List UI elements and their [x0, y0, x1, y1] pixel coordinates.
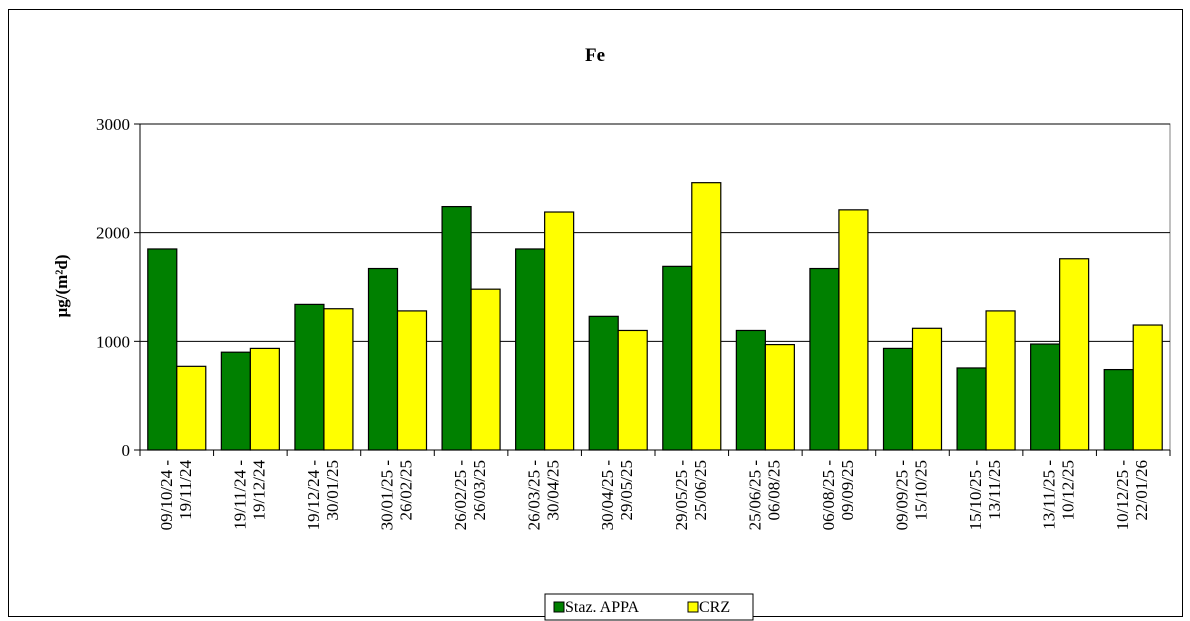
- bar-crz: [838, 209, 869, 451]
- y-tick-label: 2000: [96, 224, 130, 243]
- x-tick-label: 25/06/25 -06/08/25: [745, 460, 783, 531]
- bar-crz: [1132, 324, 1163, 451]
- x-tick-label-line: 06/08/25 -: [819, 460, 838, 531]
- bar-crz: [323, 308, 354, 451]
- x-tick-label: 13/11/25 -10/12/25: [1040, 460, 1078, 530]
- bar-staz-appa: [294, 303, 325, 451]
- x-tick-label-line: 29/05/25: [617, 460, 636, 520]
- bar-staz-appa: [1030, 343, 1061, 451]
- x-tick-label: 29/05/25 -25/06/25: [672, 460, 710, 531]
- x-tick-label-line: 26/03/25 -: [525, 460, 544, 531]
- x-tick-label: 09/10/24 -19/11/24: [157, 460, 195, 531]
- x-tick-label-line: 15/10/25: [912, 460, 931, 520]
- x-tick-label: 10/12/25 -22/01/26: [1113, 460, 1151, 531]
- x-tick-label-line: 26/02/25 -: [451, 460, 470, 531]
- bar-crz: [911, 327, 943, 451]
- bar-crz: [617, 329, 648, 451]
- legend: Staz. APPA CRZ: [544, 593, 754, 621]
- x-tick-label-line: 25/06/25: [691, 460, 710, 520]
- x-tick-label-line: 15/10/25 -: [966, 460, 985, 531]
- bar-staz-appa: [882, 347, 914, 451]
- x-tick-label-line: 13/11/25: [985, 460, 1004, 520]
- legend-label: CRZ: [699, 599, 730, 616]
- x-tick-label-line: 30/04/25 -: [598, 460, 617, 531]
- x-tick-label-line: 22/01/26: [1132, 460, 1151, 520]
- x-tick-label-line: 09/09/25 -: [893, 460, 912, 531]
- x-tick-label: 30/01/25 -26/02/25: [378, 460, 416, 531]
- x-tick-label-line: 13/11/25 -: [1040, 460, 1059, 530]
- bar-crz: [176, 365, 207, 451]
- x-tick-label: 06/08/25 -09/09/25: [819, 460, 857, 531]
- x-tick-label-line: 06/08/25: [764, 460, 783, 520]
- legend-label: Staz. APPA: [565, 599, 640, 616]
- bar-crz: [396, 310, 428, 451]
- x-tick-label: 26/03/25 -30/04/25: [525, 460, 563, 531]
- bar-crz: [985, 310, 1016, 451]
- bar-staz-appa: [367, 267, 399, 451]
- x-tick-label-line: 29/05/25 -: [672, 460, 691, 531]
- bar-staz-appa: [662, 265, 693, 451]
- bar-staz-appa: [1103, 368, 1134, 451]
- x-tick-label-line: 19/12/24: [249, 460, 268, 521]
- bar-crz: [249, 347, 280, 451]
- x-tick-label: 30/04/25 -29/05/25: [598, 460, 636, 531]
- x-tick-label-line: 30/01/25: [323, 460, 342, 520]
- x-tick-label-line: 09/10/24 -: [157, 460, 176, 531]
- x-tick-label-line: 26/02/25: [397, 460, 416, 520]
- x-tick-label-line: 30/04/25: [544, 460, 563, 520]
- x-tick-label-line: 30/01/25 -: [378, 460, 397, 531]
- bar-staz-appa: [441, 205, 472, 451]
- y-tick-label: 0: [122, 441, 131, 460]
- bar-staz-appa: [956, 367, 987, 451]
- y-tick-label: 3000: [96, 115, 130, 134]
- x-tick-label: 09/09/25 -15/10/25: [893, 460, 931, 531]
- legend-box: [544, 593, 754, 621]
- x-tick-label-line: 10/12/25: [1059, 460, 1078, 520]
- bar-staz-appa: [588, 315, 619, 451]
- x-tick-label-line: 19/11/24 -: [230, 460, 249, 530]
- y-axis-title: µg/(m²d): [52, 254, 71, 317]
- y-tick-label: 1000: [96, 332, 130, 351]
- bar-staz-appa: [809, 267, 840, 451]
- bar-crz: [764, 343, 795, 451]
- bar-crz: [1059, 258, 1090, 451]
- bar-crz: [470, 288, 501, 451]
- x-tick-label: 19/12/24 -30/01/25: [304, 460, 342, 531]
- bar-staz-appa: [735, 329, 766, 451]
- legend-swatch: [553, 601, 565, 613]
- bar-crz: [544, 211, 575, 451]
- bar-crz: [691, 182, 722, 451]
- x-tick-label: 19/11/24 -19/12/24: [230, 460, 268, 530]
- x-tick-label: 26/02/25 -26/03/25: [451, 460, 489, 531]
- x-tick-label: 15/10/25 -13/11/25: [966, 460, 1004, 531]
- x-tick-label-line: 09/09/25: [838, 460, 857, 520]
- bar-staz-appa: [515, 248, 546, 451]
- x-tick-label-line: 19/11/24: [176, 460, 195, 520]
- x-tick-label-line: 25/06/25 -: [745, 460, 764, 531]
- chart-title: Fe: [585, 45, 605, 66]
- legend-swatch: [687, 601, 699, 613]
- x-tick-label-line: 10/12/25 -: [1113, 460, 1132, 531]
- bar-staz-appa: [147, 248, 178, 451]
- x-tick-label-line: 26/03/25: [470, 460, 489, 520]
- x-tick-label-line: 19/12/24 -: [304, 460, 323, 531]
- bar-staz-appa: [220, 351, 251, 451]
